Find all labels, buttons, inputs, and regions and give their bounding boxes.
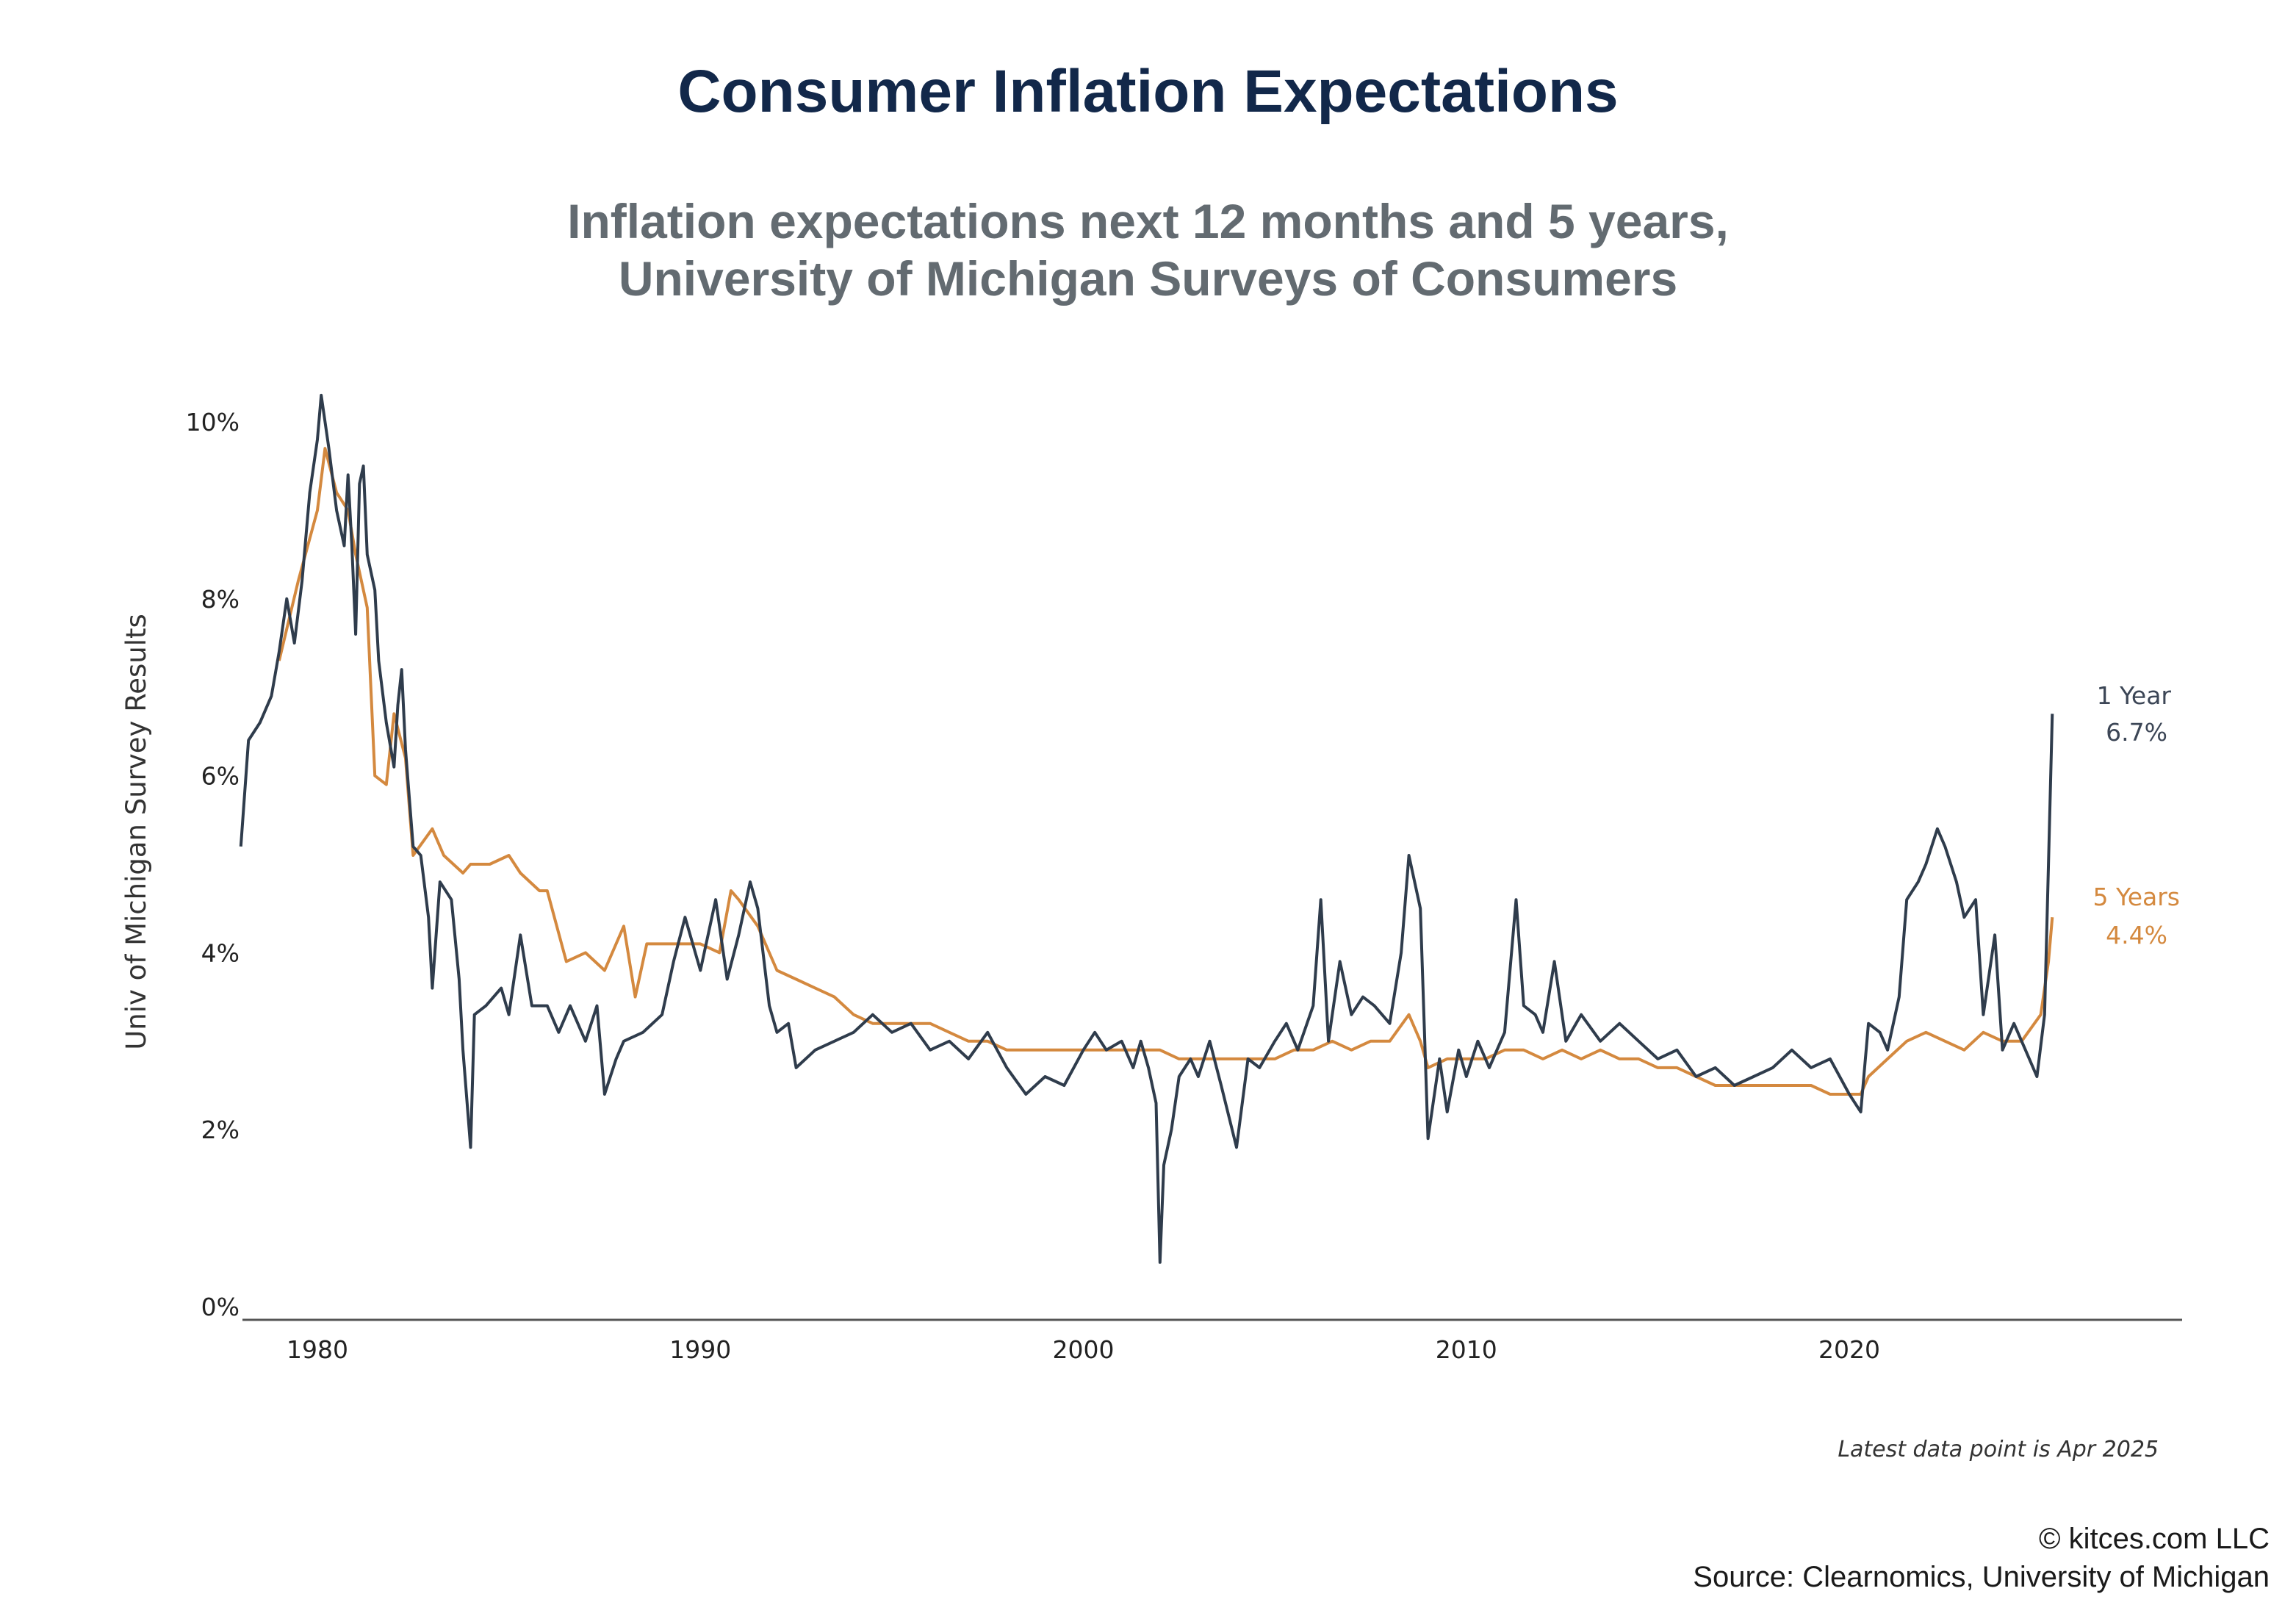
footer: © kitces.com LLC Source: Clearnomics, Un… (1693, 1520, 2270, 1596)
y-tick-label: 6% (201, 762, 240, 791)
copyright-text: © kitces.com LLC (2038, 1523, 2270, 1555)
y-tick-label: 0% (201, 1293, 240, 1321)
page-title: Consumer Inflation Expectations (677, 58, 1619, 125)
five-years-value: 4.4% (2106, 921, 2167, 949)
series-line-five-years (277, 447, 2054, 1096)
series-line-one-year (239, 393, 2054, 1264)
y-axis-label: Univ of Michigan Survey Results (120, 614, 152, 1050)
x-tick-label: 2020 (1818, 1335, 1880, 1364)
x-tick-label: 1990 (669, 1335, 731, 1364)
x-tick-label: 1980 (287, 1335, 348, 1364)
latest-data-note: Latest data point is Apr 2025 (1838, 1437, 2159, 1462)
five-years-label: 5 Years (2092, 883, 2180, 911)
x-tick-label: 2000 (1053, 1335, 1115, 1364)
chart-subtitle: Inflation expectations next 12 months an… (0, 193, 2296, 307)
one-year-label: 1 Year (2097, 681, 2172, 710)
series-layer (239, 393, 2054, 1264)
one-year-value: 6.7% (2106, 718, 2167, 747)
y-axis-ticks: 0% 2% 4% 6% 8% 10% (186, 408, 240, 1321)
y-tick-label: 2% (201, 1116, 240, 1144)
x-axis-ticks: 1980 1990 2000 2010 2020 (287, 1335, 1880, 1364)
subtitle-line-2: University of Michigan Surveys of Consum… (618, 251, 1678, 306)
y-tick-label: 4% (201, 938, 240, 967)
x-tick-label: 2010 (1436, 1335, 1497, 1364)
y-tick-label: 10% (186, 408, 240, 437)
subtitle-line-1: Inflation expectations next 12 months an… (567, 194, 1729, 248)
source-text: Source: Clearnomics, University of Michi… (1693, 1561, 2270, 1593)
y-tick-label: 8% (201, 585, 240, 614)
